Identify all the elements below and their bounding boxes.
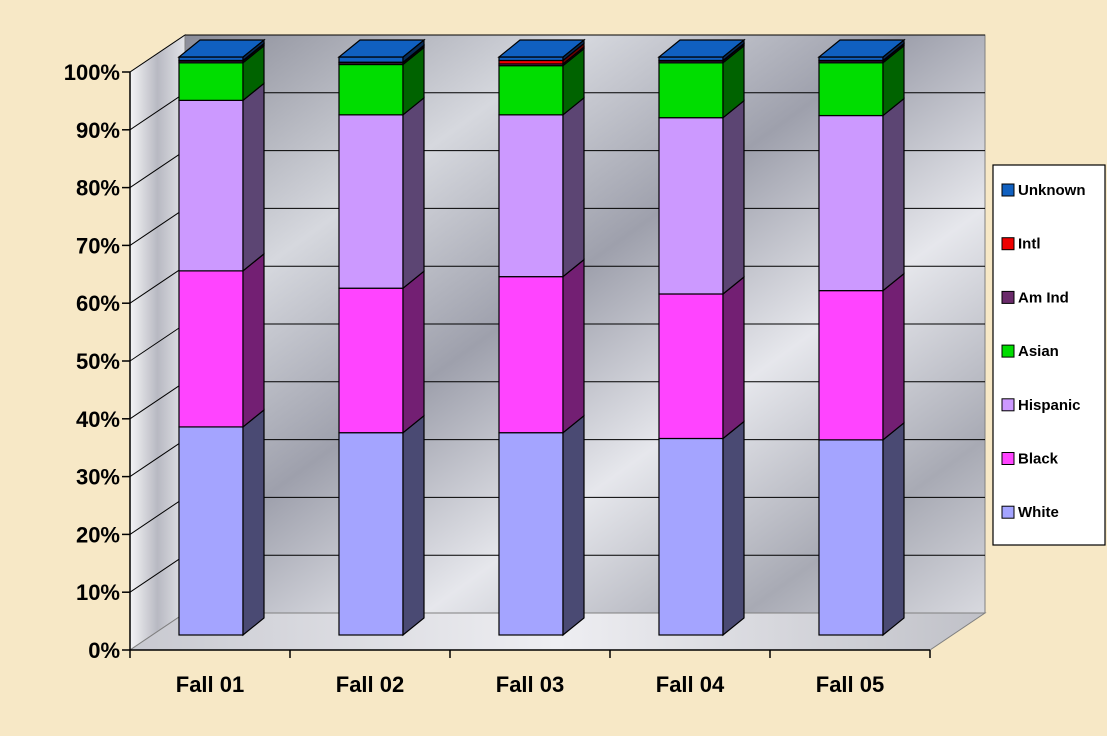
gridline-side: [129, 207, 186, 246]
bar-segment-black: [178, 270, 244, 428]
bar-segment-side: [882, 421, 905, 637]
gridline-side: [129, 439, 186, 478]
legend-label: Black: [1018, 451, 1059, 468]
x-category-label: Fall 05: [816, 672, 884, 697]
bar-segment-side: [242, 252, 265, 429]
bar-segment-asian: [498, 65, 564, 116]
legend-label: Asian: [1018, 343, 1059, 360]
legend-swatch: [1001, 398, 1015, 412]
legend-swatch: [1001, 183, 1015, 197]
x-category-label: Fall 02: [336, 672, 404, 697]
bar-segment-hispanic: [658, 117, 724, 295]
legend-swatch: [1001, 344, 1015, 358]
axes: 0% 10% 20% 30% 40% 50% 60% 70% 80% 90% 100% Fall 01…: [64, 60, 931, 697]
bar-segment-side: [722, 99, 745, 296]
y-tick-label: 30%: [76, 465, 120, 490]
bar-segment-black: [498, 276, 564, 434]
legend-swatch: [1001, 452, 1015, 465]
bar-segment-side: [562, 96, 585, 278]
bar-segment-side: [402, 96, 425, 290]
bar-segment-hispanic: [498, 114, 564, 278]
bar-segment-white: [818, 439, 884, 636]
bar-segment-asian: [658, 62, 724, 119]
bar-segment-side: [722, 275, 745, 440]
x-category-label: Fall 04: [656, 672, 725, 697]
y-tick-label: 50%: [76, 349, 120, 374]
bar-segment-white: [658, 437, 724, 636]
bar-segment-side: [882, 97, 905, 292]
bar-segment-black: [818, 290, 884, 441]
bar-stack: [337, 38, 426, 637]
bar-top: [177, 39, 266, 58]
gridline-side: [129, 554, 186, 593]
bar-segment-side: [402, 414, 425, 637]
gridline-side: [129, 265, 186, 304]
gridline-side: [129, 381, 186, 420]
y-tick-label: 10%: [76, 580, 120, 605]
gridline-side: [129, 323, 186, 362]
bar-top: [817, 39, 906, 58]
bar-segment-white: [178, 426, 244, 636]
y-tick-label: 90%: [76, 118, 120, 143]
bar-segment-white: [498, 432, 564, 636]
y-tick-label: 40%: [76, 407, 120, 432]
gridline-side: [129, 496, 186, 535]
legend-label: Unknown: [1018, 182, 1086, 199]
bar-segment-side: [562, 258, 585, 434]
y-tick-label: 80%: [76, 176, 120, 201]
bar-stack: [497, 38, 586, 637]
gridline-side: [129, 34, 186, 73]
y-tick-label: 70%: [76, 233, 120, 258]
legend-label: Intl: [1018, 236, 1041, 253]
y-tick-label: 100%: [64, 60, 120, 85]
bar-segment-side: [242, 408, 265, 637]
bar-stacks: [177, 38, 906, 637]
bar-stack: [817, 38, 906, 637]
bar-segment-black: [658, 293, 724, 440]
bar-segment-side: [242, 82, 265, 273]
bar-segment-side: [882, 272, 905, 442]
y-tick-label: 0%: [88, 638, 120, 663]
bar-top: [657, 39, 746, 58]
legend-label: White: [1018, 504, 1059, 521]
y-tick-label: 20%: [76, 522, 120, 547]
y-tick-label: 60%: [76, 291, 120, 316]
bar-stack: [657, 38, 746, 637]
bar-segment-side: [562, 414, 585, 637]
gridline-side: [129, 92, 186, 131]
gridline-side: [129, 150, 186, 189]
legend-swatch: [1001, 505, 1015, 519]
bar-segment-asian: [818, 62, 884, 117]
legend-swatch: [1001, 237, 1015, 251]
bar-segment-hispanic: [338, 114, 404, 289]
x-category-label: Fall 03: [496, 672, 564, 697]
bar-segment-white: [338, 432, 404, 636]
x-category-label: Fall 01: [176, 672, 244, 697]
bar-stack: [177, 38, 266, 637]
bar-segment-side: [402, 269, 425, 434]
bar-top: [337, 39, 426, 58]
legend-label: Am Ind: [1018, 289, 1069, 306]
bar-segment-asian: [178, 62, 244, 101]
bar-segment-hispanic: [818, 114, 884, 292]
legend-label: Hispanic: [1018, 397, 1081, 414]
bar-segment-black: [338, 287, 404, 434]
bar-segment-asian: [338, 63, 404, 116]
bar-segment-side: [722, 420, 745, 637]
legend-swatch: [1001, 290, 1015, 304]
bar-top: [497, 39, 586, 58]
bar-segment-hispanic: [178, 99, 244, 272]
legend: Unknown Intl Am Ind Asian Hispanic Black White: [992, 164, 1106, 546]
bar-segment-unknown: [338, 56, 404, 63]
